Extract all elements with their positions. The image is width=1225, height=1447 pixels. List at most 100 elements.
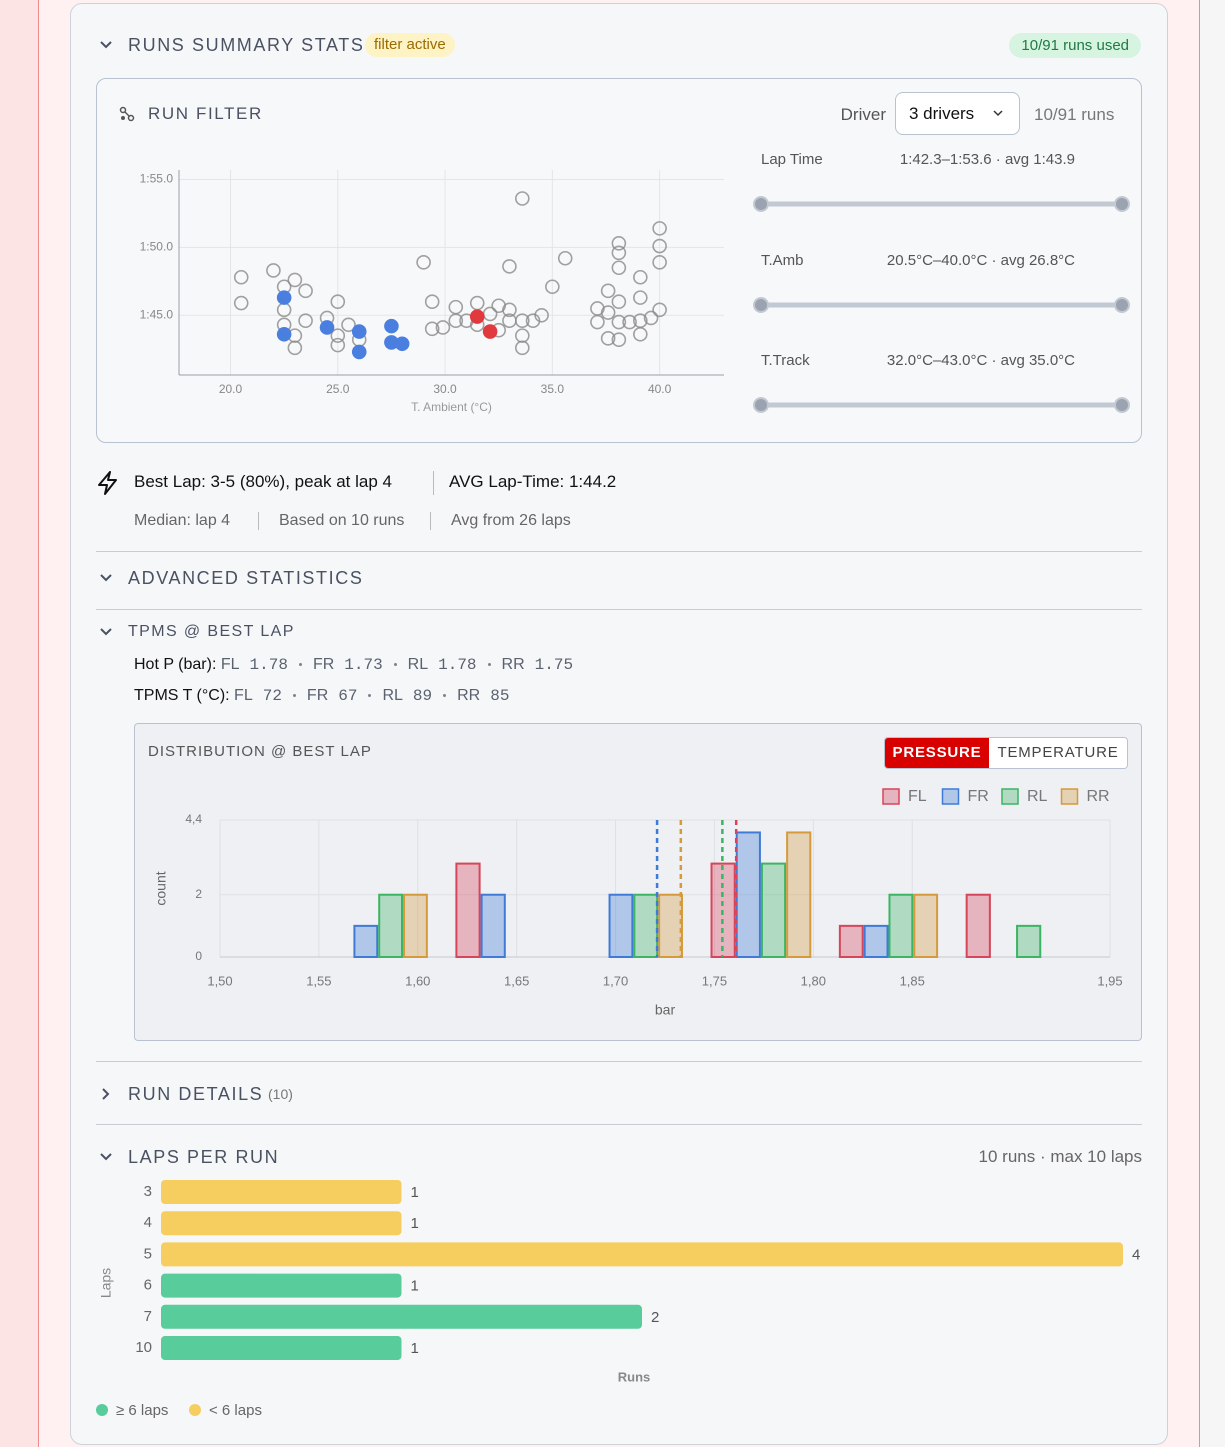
distribution-panel xyxy=(134,723,1142,1041)
y-tick-label: 1:45.0 xyxy=(140,307,174,321)
tpms-value: 1.78 xyxy=(249,656,288,674)
y-tick-label: 0 xyxy=(195,949,202,963)
section-title[interactable]: RUNS SUMMARY STATS xyxy=(128,35,365,55)
runs-badge: 10/91 runs used xyxy=(1009,33,1141,58)
point xyxy=(515,191,530,206)
point xyxy=(643,310,659,326)
tpms-name: FR xyxy=(306,687,329,704)
bar xyxy=(480,893,506,959)
filter-icon xyxy=(119,106,135,122)
point xyxy=(611,314,627,330)
tpms-name: FR xyxy=(312,656,335,673)
tpms-value: 89 xyxy=(412,687,433,705)
slider-label: T.Track xyxy=(761,352,810,369)
point xyxy=(330,328,346,343)
point xyxy=(633,290,648,305)
tpms-name: FL xyxy=(234,687,253,704)
point xyxy=(266,263,281,278)
legend-label: FL xyxy=(908,788,927,805)
slider-range: 1:42.3–1:53.6 · avg 1:43.9 xyxy=(899,151,1075,168)
point xyxy=(611,294,627,309)
legend-label: FR xyxy=(968,788,989,805)
separator-dot xyxy=(443,694,447,698)
chevron-down[interactable] xyxy=(100,1153,112,1161)
tpms-line: Hot P (bar): FL 1.78 FR 1.73 RL 1.78 RR 1.75 xyxy=(134,655,573,675)
value-label: 4 xyxy=(1132,1246,1140,1263)
x-tick-label: 1,85 xyxy=(900,973,925,988)
value-label: 1 xyxy=(411,1340,419,1357)
section-title[interactable]: LAPS PER RUN xyxy=(128,1147,280,1167)
x-axis-label: Runs xyxy=(618,1369,651,1384)
point xyxy=(515,328,530,343)
bar xyxy=(965,893,991,959)
subtitle: 10 runs · max 10 laps xyxy=(978,1147,1142,1166)
point xyxy=(233,295,249,311)
separator xyxy=(96,1124,1142,1125)
separator-dot xyxy=(487,663,491,667)
bar xyxy=(735,831,761,958)
bar xyxy=(760,862,787,958)
legend-label: < 6 laps xyxy=(209,1402,262,1419)
y-axis-label: Laps xyxy=(98,1268,114,1298)
count: (10) xyxy=(268,1086,293,1102)
tpms-label: TPMS T (°C): xyxy=(134,687,230,704)
section-title[interactable]: ADVANCED STATISTICS xyxy=(128,568,364,588)
x-tick-label: 1,50 xyxy=(207,973,232,988)
value-label: 1 xyxy=(411,1184,419,1201)
bar xyxy=(403,893,428,959)
slider-label: T.Amb xyxy=(761,252,804,269)
chart-title: DISTRIBUTION @ BEST LAP xyxy=(148,743,372,760)
bar xyxy=(455,862,481,958)
point xyxy=(276,302,292,318)
x-tick-label: 20.0 xyxy=(219,382,243,396)
y-tick-label: 4,4 xyxy=(185,812,202,826)
bar xyxy=(161,1336,402,1360)
toggle-button[interactable]: TEMPERATURE xyxy=(989,738,1127,768)
y-tick-label: 1:55.0 xyxy=(140,172,174,186)
y-tick-label: 3 xyxy=(144,1183,152,1200)
chevron-down[interactable] xyxy=(100,574,112,582)
section-title[interactable]: RUN DETAILS xyxy=(128,1084,264,1104)
point xyxy=(482,324,498,339)
point xyxy=(534,307,549,323)
point xyxy=(502,302,517,318)
divider xyxy=(433,471,434,495)
point xyxy=(600,305,616,320)
point xyxy=(298,313,313,328)
pink-strip xyxy=(0,0,38,1447)
driver-dropdown[interactable]: 3 drivers xyxy=(895,92,1020,135)
legend-dot xyxy=(96,1404,108,1416)
runs-count: 10/91 runs xyxy=(1034,105,1115,124)
y-tick-label: 1:50.0 xyxy=(140,240,174,254)
point xyxy=(233,269,249,285)
separator xyxy=(96,609,1142,610)
section-title[interactable]: TPMS @ BEST LAP xyxy=(128,623,295,640)
chevron-right[interactable] xyxy=(102,1088,110,1100)
legend-swatch xyxy=(882,788,900,805)
point xyxy=(482,306,498,322)
point xyxy=(652,221,667,236)
x-tick-label: 1,65 xyxy=(504,973,529,988)
slider-handle xyxy=(1114,196,1130,212)
legend-label: RR xyxy=(1087,788,1110,805)
bar xyxy=(353,924,379,959)
y-tick-label: 2 xyxy=(195,887,202,901)
bar xyxy=(161,1304,642,1329)
point xyxy=(633,326,648,342)
point xyxy=(600,283,616,299)
tpms-label: Hot P (bar): xyxy=(134,656,217,673)
divider xyxy=(430,512,431,530)
toggle-button[interactable]: PRESSURE xyxy=(885,738,989,768)
point xyxy=(515,313,530,328)
chevron-down[interactable] xyxy=(100,628,112,636)
chevron-down[interactable] xyxy=(100,41,112,49)
slider-handle xyxy=(753,196,769,212)
bar xyxy=(378,893,404,959)
point xyxy=(600,331,616,346)
point xyxy=(384,318,399,334)
point xyxy=(557,250,573,266)
point xyxy=(633,269,648,285)
x-tick-label: 1,70 xyxy=(603,973,628,988)
x-tick-label: 1,95 xyxy=(1097,973,1122,988)
